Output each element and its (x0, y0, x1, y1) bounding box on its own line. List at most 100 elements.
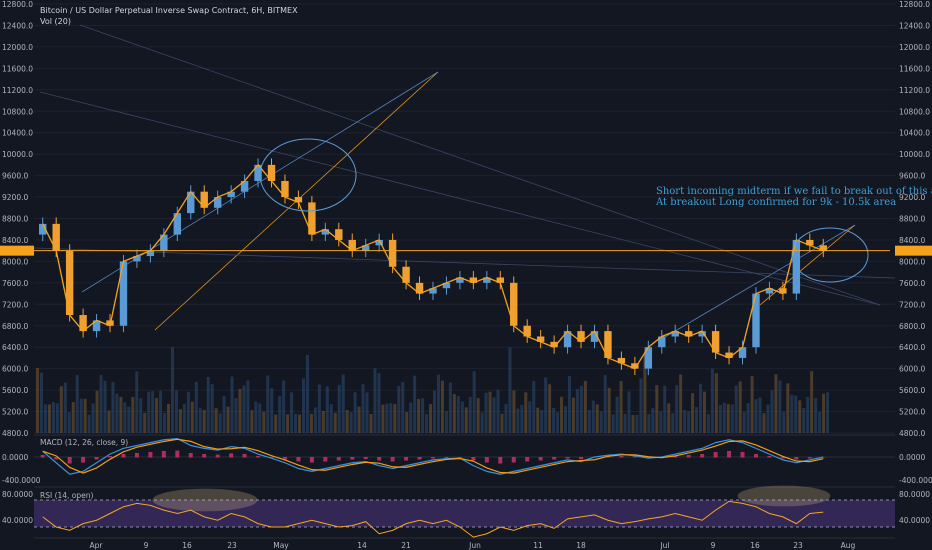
candle-body[interactable] (684, 331, 693, 337)
candle-body[interactable] (415, 282, 424, 294)
candle-body[interactable] (133, 256, 141, 262)
candle-body[interactable] (765, 288, 774, 294)
macd-pane[interactable] (34, 437, 895, 475)
macd-label[interactable]: MACD (12, 26, close, 9) (40, 438, 128, 447)
price-close-line (42, 163, 824, 370)
candle-body[interactable] (442, 282, 451, 289)
macd-histogram-bar (713, 451, 718, 458)
macd-histogram-bar (108, 455, 113, 458)
candle-body[interactable] (725, 352, 733, 358)
candle-body[interactable] (779, 288, 787, 294)
candle-body[interactable] (321, 229, 330, 235)
candle-body[interactable] (160, 234, 168, 251)
candle-body[interactable] (281, 180, 289, 198)
candle-body[interactable] (550, 341, 558, 348)
candle-body[interactable] (469, 277, 478, 283)
candle-body[interactable] (577, 331, 585, 342)
candle-body[interactable] (254, 164, 262, 181)
candle-body[interactable] (362, 245, 370, 251)
rsi-pane[interactable] (42, 500, 824, 538)
price-candles[interactable] (39, 158, 827, 376)
top-highlight-ellipse (259, 138, 357, 212)
volume-bar (131, 397, 135, 433)
volume-bar (706, 414, 710, 433)
candle-body[interactable] (806, 239, 814, 246)
candle-body[interactable] (402, 266, 410, 283)
price-tick-left: 6800.0 (2, 322, 28, 331)
macd-histogram-bar (780, 457, 785, 459)
macd-histogram-bar (81, 457, 86, 463)
candle-body[interactable] (752, 293, 760, 348)
candle-body[interactable] (523, 325, 531, 337)
candle-body[interactable] (644, 347, 653, 369)
candle-body[interactable] (213, 197, 222, 208)
candle-body[interactable] (240, 180, 249, 192)
volume-bar (548, 384, 552, 433)
candle-body[interactable] (308, 202, 316, 235)
volume-bar (778, 380, 782, 433)
candle-body[interactable] (267, 164, 276, 181)
candle-body[interactable] (510, 282, 518, 326)
macd-histogram-bar (296, 457, 301, 462)
candle-body[interactable] (456, 277, 464, 283)
time-tick: 11 (533, 541, 543, 550)
volume-bar (687, 411, 691, 433)
candle-body[interactable] (536, 336, 545, 342)
candle-body[interactable] (335, 229, 343, 240)
volume-bar (413, 375, 417, 433)
candle-body[interactable] (173, 213, 182, 235)
candle-body[interactable] (119, 261, 128, 326)
macd-histogram-bar (404, 457, 409, 461)
candle-body[interactable] (146, 250, 155, 257)
volume-bar (87, 414, 91, 433)
candle-body[interactable] (429, 288, 437, 294)
trendline (659, 224, 856, 341)
macd-histogram-bar (148, 451, 153, 458)
candle-body[interactable] (227, 191, 235, 198)
macd-histogram-bar (431, 457, 435, 459)
candle-body[interactable] (698, 331, 706, 337)
volume-bar (365, 392, 369, 433)
volume-bar (321, 410, 325, 433)
volume-bar (111, 381, 115, 433)
price-tick-right: 8800.0 (899, 215, 925, 224)
volume-indicator-label[interactable]: Vol (20) (40, 17, 71, 26)
candle-body[interactable] (200, 191, 208, 208)
candle-body[interactable] (617, 357, 626, 364)
candle-body[interactable] (348, 239, 356, 251)
candle-body[interactable] (792, 239, 801, 294)
price-tick-right: 8400.0 (899, 236, 925, 245)
candle-body[interactable] (294, 197, 303, 203)
candle-body[interactable] (79, 315, 87, 332)
volume-bar (294, 413, 298, 433)
candle-body[interactable] (819, 245, 827, 251)
candle-body[interactable] (483, 277, 491, 283)
candle-body[interactable] (39, 223, 47, 235)
candle-body[interactable] (711, 331, 720, 353)
candle-body[interactable] (92, 320, 101, 332)
candle-body[interactable] (671, 331, 679, 337)
candle-body[interactable] (52, 223, 60, 251)
candle-body[interactable] (658, 336, 666, 348)
candle-body[interactable] (738, 347, 747, 358)
volume-bar (607, 387, 611, 433)
candle-body[interactable] (65, 250, 74, 316)
candle-body[interactable] (604, 331, 612, 358)
volume-bar (456, 396, 460, 433)
volume-bar (496, 389, 500, 433)
candle-body[interactable] (631, 363, 639, 369)
candle-body[interactable] (388, 239, 397, 267)
candle-body[interactable] (563, 331, 572, 348)
candle-body[interactable] (375, 239, 383, 246)
time-tick: 18 (576, 541, 586, 550)
rsi-tick-80-right: 80.0000 (899, 490, 930, 499)
candle-body[interactable] (590, 331, 599, 342)
volume-bar (488, 391, 492, 433)
macd-histogram-bar (457, 457, 462, 458)
candle-body[interactable] (496, 277, 504, 283)
rsi-label[interactable]: RSI (14, open) (40, 491, 94, 500)
volume-bar (234, 398, 238, 433)
candle-body[interactable] (187, 191, 195, 214)
volume-bar (766, 404, 770, 433)
